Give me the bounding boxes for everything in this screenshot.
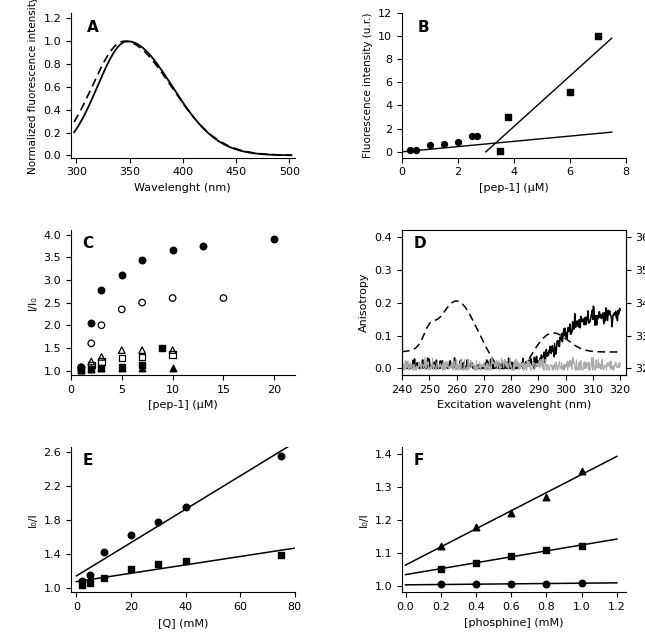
X-axis label: Excitation wavelenght (nm): Excitation wavelenght (nm) (437, 400, 591, 410)
Point (541, 579, 551, 589)
Point (76, 364, 86, 375)
Point (86, 318, 97, 328)
Point (86, 364, 97, 375)
Text: F: F (413, 454, 424, 468)
Point (96, 363, 106, 373)
Text: E: E (82, 454, 92, 468)
Point (471, 522, 481, 532)
Y-axis label: Fluorescence intensity (u.r.): Fluorescence intensity (u.r.) (362, 13, 373, 158)
Y-axis label: Normalized fluorescence intensity: Normalized fluorescence intensity (28, 0, 38, 174)
Point (168, 293, 178, 303)
Y-axis label: I₀/I: I₀/I (359, 513, 369, 527)
Point (77, 576, 87, 587)
Point (85, 569, 95, 580)
Point (85, 578, 95, 588)
Point (541, 545, 551, 555)
X-axis label: Wavelenght (nm): Wavelenght (nm) (134, 183, 231, 193)
Point (276, 451, 286, 461)
Point (541, 492, 551, 502)
Point (153, 517, 163, 527)
Point (76, 362, 86, 373)
Point (76, 362, 86, 373)
Point (137, 254, 147, 264)
Point (168, 245, 178, 255)
X-axis label: [pep-1] (μM): [pep-1] (μM) (479, 183, 549, 193)
Point (117, 362, 127, 373)
Point (411, 145, 421, 155)
Point (168, 350, 178, 360)
Point (181, 502, 191, 512)
Point (117, 345, 127, 355)
Point (76, 364, 86, 375)
Point (577, 577, 587, 587)
Point (435, 579, 446, 589)
Point (157, 343, 168, 353)
Point (86, 360, 97, 370)
Point (506, 551, 517, 561)
Point (218, 293, 228, 303)
Point (76, 362, 86, 373)
Point (503, 112, 513, 122)
Y-axis label: Anisotropy: Anisotropy (359, 273, 369, 333)
X-axis label: [pep-1] (μM): [pep-1] (μM) (148, 400, 217, 410)
Point (117, 353, 127, 363)
Point (76, 364, 86, 375)
Point (593, 31, 603, 41)
Point (564, 87, 575, 97)
Point (117, 304, 127, 315)
Point (96, 320, 106, 331)
Point (471, 579, 481, 589)
Point (96, 352, 106, 362)
Point (577, 541, 587, 552)
Y-axis label: I/I₀: I/I₀ (28, 295, 38, 310)
Point (472, 131, 482, 141)
Point (99, 547, 109, 557)
Point (137, 363, 147, 373)
Point (137, 297, 147, 308)
Text: B: B (417, 20, 430, 35)
Point (453, 137, 463, 147)
Point (86, 364, 97, 375)
Point (86, 356, 97, 366)
Point (495, 146, 505, 156)
Point (99, 573, 109, 583)
Point (471, 557, 481, 568)
Text: C: C (82, 236, 94, 251)
Text: D: D (413, 236, 426, 251)
Point (96, 363, 106, 373)
Y-axis label: I₀/I: I₀/I (28, 513, 38, 527)
Point (405, 145, 415, 155)
Point (506, 508, 517, 519)
Point (77, 580, 87, 590)
Point (506, 579, 517, 589)
X-axis label: [phosphine] (mM): [phosphine] (mM) (464, 618, 564, 627)
Text: A: A (86, 20, 98, 35)
Point (168, 345, 178, 355)
Point (435, 541, 446, 552)
Point (86, 338, 97, 348)
Point (467, 131, 477, 141)
Point (137, 345, 147, 355)
Point (117, 363, 127, 373)
Point (276, 550, 286, 560)
X-axis label: [Q] (mM): [Q] (mM) (157, 618, 208, 627)
Point (153, 559, 163, 569)
Point (439, 140, 449, 150)
Point (168, 363, 178, 373)
Point (435, 564, 446, 575)
Point (425, 140, 435, 150)
Point (117, 270, 127, 280)
Point (137, 360, 147, 370)
Point (96, 356, 106, 366)
Point (198, 241, 208, 251)
Point (126, 564, 136, 575)
Point (137, 352, 147, 362)
Point (126, 530, 136, 540)
Point (181, 555, 191, 566)
Point (577, 466, 587, 476)
Point (269, 234, 279, 244)
Point (96, 285, 106, 295)
